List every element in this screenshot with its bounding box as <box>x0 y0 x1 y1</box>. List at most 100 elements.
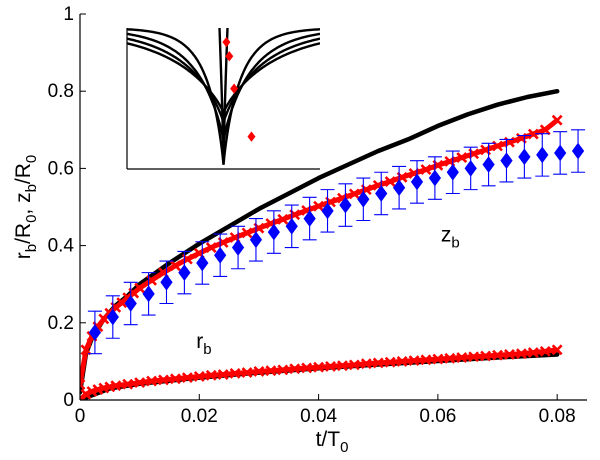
diamond-marker <box>500 152 513 170</box>
diamond-marker <box>446 163 459 181</box>
y-axis-label-part: r <box>12 252 35 259</box>
diamond-marker <box>410 173 424 191</box>
x-marker <box>348 188 360 200</box>
inset-marker <box>230 83 239 94</box>
x-marker <box>80 388 92 400</box>
x-marker <box>337 360 348 372</box>
x-marker <box>539 124 551 136</box>
diamond-marker <box>428 169 442 187</box>
x-marker <box>277 364 289 376</box>
x-marker <box>193 371 205 382</box>
x-marker <box>360 358 372 370</box>
y-tick-label: 0.4 <box>48 236 75 257</box>
diamond-marker <box>392 179 406 197</box>
x-marker <box>420 354 432 366</box>
x-marker <box>86 386 98 397</box>
x-marker <box>372 357 384 369</box>
x-marker <box>313 200 325 212</box>
x-marker <box>277 213 289 225</box>
x-marker <box>504 349 515 360</box>
x-marker <box>444 352 456 364</box>
y-tick-label: 0.2 <box>48 313 74 334</box>
diamond-marker <box>482 156 495 173</box>
x-marker <box>289 363 301 375</box>
x-marker <box>396 355 408 367</box>
x-marker <box>325 360 336 372</box>
x-tick-label: 0.04 <box>300 406 337 427</box>
y-axis-label-part: /R <box>12 163 35 184</box>
x-marker <box>515 348 527 360</box>
x-marker <box>181 372 193 384</box>
diamond-marker <box>285 217 298 235</box>
y-axis-label: rb/R0, zb/R0 <box>12 155 40 260</box>
x-marker <box>468 351 480 363</box>
diamond-marker <box>321 202 334 220</box>
diamond-marker <box>106 308 119 326</box>
x-marker <box>134 377 146 389</box>
y-axis-label-sub: b <box>23 184 40 192</box>
diamond-marker <box>464 160 477 177</box>
annotation-base: r <box>196 330 203 353</box>
inset-marker <box>222 36 231 48</box>
inset-curve-1 <box>127 28 320 165</box>
diamond-marker <box>160 273 173 291</box>
x-marker <box>80 344 92 356</box>
diamond-marker <box>554 144 567 162</box>
x-marker <box>480 350 492 362</box>
x-marker <box>539 345 551 357</box>
x-tick-label: 0 <box>75 406 86 427</box>
x-marker <box>253 366 265 377</box>
diamond-marker <box>518 148 531 166</box>
y-tick-label: 1 <box>63 4 74 25</box>
x-axis-label: t/T0 <box>316 428 349 456</box>
x-marker <box>527 347 539 358</box>
x-marker <box>241 227 253 239</box>
series-z-b-experiment <box>87 129 586 355</box>
x-marker <box>265 365 277 377</box>
x-tick-label: 0.06 <box>419 406 456 427</box>
x-marker <box>551 344 563 356</box>
x-marker <box>456 152 468 164</box>
x-marker <box>301 362 313 374</box>
annotation-base: z <box>441 224 452 247</box>
x-marker <box>492 349 503 361</box>
y-axis-label-sub: 0 <box>23 215 40 223</box>
x-marker <box>384 176 396 187</box>
x-marker <box>158 374 169 386</box>
y-axis-label-part: /R <box>12 223 35 244</box>
x-marker <box>313 361 325 373</box>
x-tick-label: 0.02 <box>181 406 218 427</box>
diamond-marker <box>249 231 263 249</box>
annotation-sub: b <box>451 235 459 252</box>
x-marker <box>134 282 146 294</box>
x-marker <box>205 242 217 253</box>
diamond-marker <box>303 210 316 227</box>
x-marker <box>384 356 396 368</box>
x-marker <box>110 380 122 392</box>
diamond-marker <box>536 146 549 164</box>
diamond-marker <box>142 285 155 303</box>
annotation-sub: b <box>203 341 211 358</box>
inset-marker <box>247 131 256 142</box>
x-marker <box>80 379 86 390</box>
annotation-rb: rb <box>196 330 211 358</box>
x-marker <box>217 369 229 380</box>
x-marker <box>170 373 181 385</box>
diamond-marker <box>196 254 209 272</box>
x-marker <box>146 375 157 387</box>
series-r-b-simulation <box>80 344 563 400</box>
diamond-marker <box>88 324 102 341</box>
y-axis-label-sub: b <box>23 244 40 252</box>
x-marker <box>408 355 420 367</box>
x-marker <box>241 367 253 379</box>
x-marker <box>229 367 241 379</box>
x-marker <box>420 164 432 175</box>
inset-marker <box>225 51 234 62</box>
y-tick-label: 0 <box>63 390 74 411</box>
y-tick-label: 0.6 <box>48 158 74 179</box>
x-tick-label: 0.08 <box>539 406 576 427</box>
diamond-marker <box>571 142 585 160</box>
x-marker <box>456 352 468 363</box>
x-marker <box>205 369 217 381</box>
